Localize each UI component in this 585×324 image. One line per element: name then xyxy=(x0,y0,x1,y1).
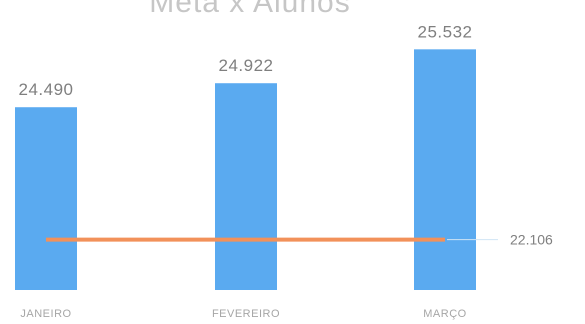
bar-value-label-3: 25.532 xyxy=(418,22,473,41)
x-tick-label-2: FEVEREIRO xyxy=(212,308,280,320)
bar-value-label-1: 24.490 xyxy=(19,80,74,99)
x-tick-label-3: MARÇO xyxy=(423,308,466,320)
x-tick-label-1: JANEIRO xyxy=(20,308,71,320)
bar-1 xyxy=(15,107,77,290)
bar-2 xyxy=(215,83,277,290)
chart-title: Meta x Alunos xyxy=(149,0,351,19)
bar-value-label-2: 24.922 xyxy=(219,56,274,75)
bar-3 xyxy=(414,49,476,291)
target-line-value-label: 22.106 xyxy=(510,232,553,248)
